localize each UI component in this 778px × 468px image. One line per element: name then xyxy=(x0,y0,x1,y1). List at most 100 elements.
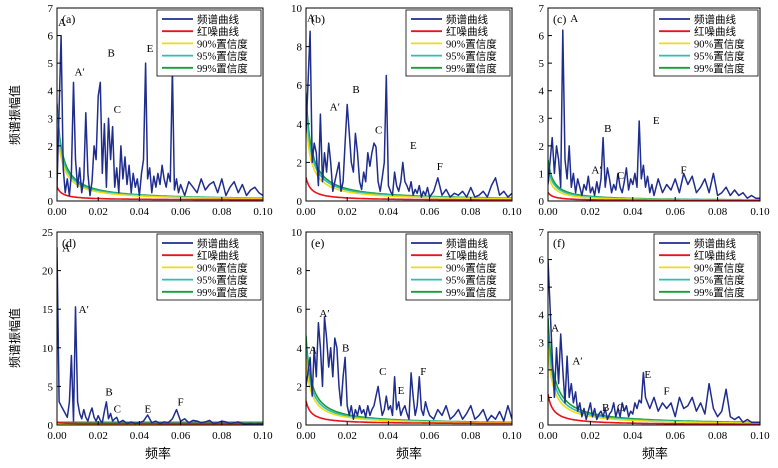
peak-annotation: E xyxy=(653,115,660,127)
panels: 0 1 2 3 4 5 6 7 0.00 0.02 0.04 0.06 0.08 0.10 (a) A A′ B C… xyxy=(42,3,770,442)
y-tick-label: 7 xyxy=(539,227,545,239)
y-tick-label: 5 xyxy=(48,381,54,393)
x-tick-label: 0.08 xyxy=(708,206,728,218)
legend-label: 红噪曲线 xyxy=(694,249,736,262)
legend-label: 95%置信度 xyxy=(197,50,248,63)
peak-annotation: B xyxy=(107,47,114,59)
y-tick-label: 6 xyxy=(297,80,303,92)
y-tick-label: 2 xyxy=(297,381,303,393)
peak-annotation: A′ xyxy=(79,304,89,316)
plot-area xyxy=(306,30,512,201)
x-tick-label: 0.08 xyxy=(212,430,232,442)
legend-label: 频谱曲线 xyxy=(694,13,736,26)
red-noise-line xyxy=(306,400,512,425)
peak-annotation: B xyxy=(342,343,349,355)
chart-panel: 0 1 2 3 4 5 6 7 0.00 0.02 0.04 0.06 0.08 0.10 (f) A A′ B C… xyxy=(538,227,770,442)
x-tick-label: 0.00 xyxy=(47,206,67,218)
peak-annotation: C xyxy=(375,124,382,136)
legend-label: 90%置信度 xyxy=(694,37,745,50)
peak-annotation: E xyxy=(398,385,405,397)
y-tick-label: 10 xyxy=(291,227,303,239)
legend-label: 红噪曲线 xyxy=(197,249,239,262)
y-axis-label-top: 频谱振幅值 xyxy=(7,85,22,145)
legend-label: 90%置信度 xyxy=(446,261,497,274)
y-tick-label: 5 xyxy=(539,58,545,70)
legend-label: 红噪曲线 xyxy=(446,25,488,38)
y-tick-label: 8 xyxy=(297,266,303,278)
peak-annotation: A′ xyxy=(319,308,329,320)
x-tick-label: 0.06 xyxy=(420,430,440,442)
x-tick-label: 0.06 xyxy=(171,206,191,218)
y-tick-label: 4 xyxy=(48,86,54,98)
x-tick-label: 0.06 xyxy=(666,430,686,442)
legend-label: 频谱曲线 xyxy=(446,13,488,26)
peak-annotation: F xyxy=(437,161,443,173)
panel-label: (e) xyxy=(311,236,324,250)
peak-annotation: F xyxy=(177,397,183,409)
peak-annotation: C xyxy=(114,104,121,116)
x-tick-label: 0.08 xyxy=(212,206,232,218)
panel-label: (b) xyxy=(311,12,325,26)
peak-annotation: E xyxy=(147,43,154,55)
peak-annotation: E xyxy=(145,404,152,416)
legend-label: 频谱曲线 xyxy=(694,237,736,250)
plot-frame xyxy=(56,231,264,426)
x-tick-label: 0.00 xyxy=(538,206,558,218)
panel-label: (a) xyxy=(62,12,75,26)
chart-panel: 0 1 2 3 4 5 6 7 0.00 0.02 0.04 0.06 0.08 0.10 (a)A A′ B C… xyxy=(47,3,273,218)
legend-label: 99%置信度 xyxy=(446,62,497,75)
x-tick-label: 0.04 xyxy=(379,430,399,442)
y-tick-label: 20 xyxy=(42,266,54,278)
chart-panel: 0 5 10 15 20 25 0.00 0.02 0.04 0.06 0.08 0.10 (d)A A′… xyxy=(42,227,273,442)
legend-label: 95%置信度 xyxy=(446,274,497,287)
chart-panel: 0 2 4 6 8 10 0.00 0.02 0.04 0.06 0.08 0.10 (b)A A′ B C E… xyxy=(291,3,522,218)
legend-label: 99%置信度 xyxy=(694,62,745,75)
y-tick-label: 15 xyxy=(42,304,54,316)
x-tick-label: 0.08 xyxy=(461,430,481,442)
peak-annotation: A xyxy=(570,13,578,25)
legend-label: 90%置信度 xyxy=(694,261,745,274)
y-tick-label: 10 xyxy=(42,343,54,355)
legend-label: 红噪曲线 xyxy=(694,25,736,38)
conf90-line xyxy=(548,347,760,424)
y-tick-label: 0 xyxy=(539,196,545,208)
legend-label: 99%置信度 xyxy=(197,62,248,75)
x-tick-label: 0.00 xyxy=(47,430,67,442)
spectrum-line xyxy=(548,29,760,199)
y-tick-label: 7 xyxy=(539,3,545,15)
x-tick-label: 0.02 xyxy=(338,430,357,442)
plot-area xyxy=(57,34,263,201)
y-tick-label: 2 xyxy=(539,365,545,377)
x-tick-label: 0.04 xyxy=(379,206,399,218)
legend-label: 频谱曲线 xyxy=(197,237,239,250)
x-tick-label: 0.06 xyxy=(171,430,191,442)
peak-annotation: A′ xyxy=(591,164,601,176)
x-tick-label: 0.08 xyxy=(461,206,481,218)
x-tick-label: 0.00 xyxy=(296,206,316,218)
x-tick-label: 0.10 xyxy=(502,430,522,442)
x-tick-label: 0.00 xyxy=(296,430,316,442)
y-tick-label: 0 xyxy=(297,196,303,208)
peak-annotation: A xyxy=(551,322,559,334)
y-tick-label: 0 xyxy=(48,196,54,208)
peak-annotation: A xyxy=(62,242,70,254)
y-tick-label: 1 xyxy=(539,392,545,404)
peak-annotation: A′ xyxy=(572,355,582,367)
legend-label: 频谱曲线 xyxy=(446,237,488,250)
chart-panel: 0 1 2 3 4 5 6 7 0.00 0.02 0.04 0.06 0.08 0.10 (c) A A′ B C… xyxy=(538,3,770,218)
peak-annotation: C xyxy=(617,170,624,182)
panel-label: (d) xyxy=(62,236,76,250)
y-tick-label: 3 xyxy=(539,113,545,125)
legend-label: 红噪曲线 xyxy=(197,25,239,38)
x-tick-label: 0.10 xyxy=(750,430,770,442)
y-tick-label: 0 xyxy=(48,420,54,432)
y-tick-label: 4 xyxy=(297,343,303,355)
y-tick-label: 0 xyxy=(297,420,303,432)
peak-annotation: E xyxy=(410,140,417,152)
x-tick-label: 0.02 xyxy=(89,206,108,218)
y-tick-label: 7 xyxy=(48,3,54,15)
y-tick-label: 4 xyxy=(539,310,545,322)
y-tick-label: 1 xyxy=(539,168,545,180)
plot-frame xyxy=(56,7,264,202)
